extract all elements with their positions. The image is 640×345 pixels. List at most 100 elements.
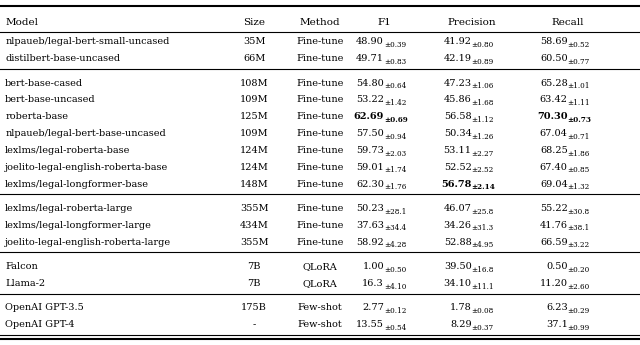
Text: Fine-tune: Fine-tune bbox=[296, 204, 344, 213]
Text: 34.10: 34.10 bbox=[444, 279, 472, 288]
Text: 7B: 7B bbox=[247, 262, 261, 271]
Text: Method: Method bbox=[300, 18, 340, 27]
Text: 108M: 108M bbox=[240, 79, 268, 88]
Text: OpenAI GPT-4: OpenAI GPT-4 bbox=[5, 320, 75, 329]
Text: bert-base-cased: bert-base-cased bbox=[5, 79, 83, 88]
Text: Recall: Recall bbox=[552, 18, 584, 27]
Text: 175B: 175B bbox=[241, 304, 267, 313]
Text: ±0.39: ±0.39 bbox=[384, 41, 406, 49]
Text: distilbert-base-uncased: distilbert-base-uncased bbox=[5, 54, 120, 63]
Text: 0.50: 0.50 bbox=[546, 262, 568, 271]
Text: ±11.1: ±11.1 bbox=[472, 283, 494, 290]
Text: 11.20: 11.20 bbox=[540, 279, 568, 288]
Text: Fine-tune: Fine-tune bbox=[296, 238, 344, 247]
Text: 37.63: 37.63 bbox=[356, 221, 384, 230]
Text: ±2.03: ±2.03 bbox=[384, 149, 406, 158]
Text: nlpaueb/legal-bert-small-uncased: nlpaueb/legal-bert-small-uncased bbox=[5, 37, 170, 46]
Text: ±2.27: ±2.27 bbox=[472, 149, 494, 158]
Text: ±0.85: ±0.85 bbox=[568, 166, 590, 174]
Text: ±0.99: ±0.99 bbox=[568, 324, 590, 332]
Text: 59.73: 59.73 bbox=[356, 146, 384, 155]
Text: Size: Size bbox=[243, 18, 265, 27]
Text: Falcon: Falcon bbox=[5, 262, 38, 271]
Text: ±16.8: ±16.8 bbox=[472, 266, 494, 274]
Text: 55.22: 55.22 bbox=[540, 204, 568, 213]
Text: 67.40: 67.40 bbox=[540, 163, 568, 172]
Text: 35M: 35M bbox=[243, 37, 266, 46]
Text: 56.78: 56.78 bbox=[442, 180, 472, 189]
Text: lexlms/legal-roberta-large: lexlms/legal-roberta-large bbox=[5, 204, 133, 213]
Text: 53.22: 53.22 bbox=[356, 96, 384, 105]
Text: 34.26: 34.26 bbox=[444, 221, 472, 230]
Text: ±2.52: ±2.52 bbox=[472, 166, 494, 174]
Text: 57.50: 57.50 bbox=[356, 129, 384, 138]
Text: ±0.64: ±0.64 bbox=[384, 82, 406, 90]
Text: 2.77: 2.77 bbox=[362, 304, 384, 313]
Text: 355M: 355M bbox=[240, 204, 268, 213]
Text: 50.34: 50.34 bbox=[444, 129, 472, 138]
Text: Fine-tune: Fine-tune bbox=[296, 79, 344, 88]
Text: 124M: 124M bbox=[239, 163, 269, 172]
Text: 39.50: 39.50 bbox=[444, 262, 472, 271]
Text: ±0.12: ±0.12 bbox=[384, 307, 406, 315]
Text: ±0.80: ±0.80 bbox=[472, 41, 494, 49]
Text: lexlms/legal-roberta-base: lexlms/legal-roberta-base bbox=[5, 146, 131, 155]
Text: 65.28: 65.28 bbox=[540, 79, 568, 88]
Text: Fine-tune: Fine-tune bbox=[296, 54, 344, 63]
Text: ±1.01: ±1.01 bbox=[568, 82, 590, 90]
Text: 8.29: 8.29 bbox=[450, 320, 472, 329]
Text: ±2.60: ±2.60 bbox=[568, 283, 590, 290]
Text: ±1.76: ±1.76 bbox=[384, 183, 406, 191]
Text: 52.88: 52.88 bbox=[444, 238, 472, 247]
Text: Fine-tune: Fine-tune bbox=[296, 129, 344, 138]
Text: 50.23: 50.23 bbox=[356, 204, 384, 213]
Text: ±0.29: ±0.29 bbox=[568, 307, 590, 315]
Text: 6.23: 6.23 bbox=[546, 304, 568, 313]
Text: 66M: 66M bbox=[243, 54, 265, 63]
Text: ±1.06: ±1.06 bbox=[472, 82, 494, 90]
Text: 109M: 109M bbox=[240, 129, 268, 138]
Text: Fine-tune: Fine-tune bbox=[296, 221, 344, 230]
Text: 68.25: 68.25 bbox=[540, 146, 568, 155]
Text: ±30.8: ±30.8 bbox=[568, 208, 590, 216]
Text: 48.90: 48.90 bbox=[356, 37, 384, 46]
Text: Model: Model bbox=[5, 18, 38, 27]
Text: ±0.69: ±0.69 bbox=[384, 116, 408, 124]
Text: ±0.54: ±0.54 bbox=[384, 324, 406, 332]
Text: ±4.10: ±4.10 bbox=[384, 283, 406, 290]
Text: ±0.08: ±0.08 bbox=[472, 307, 494, 315]
Text: ±25.8: ±25.8 bbox=[472, 208, 494, 216]
Text: 41.76: 41.76 bbox=[540, 221, 568, 230]
Text: Few-shot: Few-shot bbox=[298, 320, 342, 329]
Text: -: - bbox=[252, 320, 256, 329]
Text: 53.11: 53.11 bbox=[444, 146, 472, 155]
Text: Fine-tune: Fine-tune bbox=[296, 180, 344, 189]
Text: 37.1: 37.1 bbox=[546, 320, 568, 329]
Text: OpenAI GPT-3.5: OpenAI GPT-3.5 bbox=[5, 304, 84, 313]
Text: 60.50: 60.50 bbox=[540, 54, 568, 63]
Text: 124M: 124M bbox=[239, 146, 269, 155]
Text: lexlms/legal-longformer-large: lexlms/legal-longformer-large bbox=[5, 221, 152, 230]
Text: Fine-tune: Fine-tune bbox=[296, 96, 344, 105]
Text: 52.52: 52.52 bbox=[444, 163, 472, 172]
Text: 54.80: 54.80 bbox=[356, 79, 384, 88]
Text: ±28.1: ±28.1 bbox=[384, 208, 406, 216]
Text: ±31.3: ±31.3 bbox=[472, 225, 494, 233]
Text: 1.00: 1.00 bbox=[362, 262, 384, 271]
Text: 46.07: 46.07 bbox=[444, 204, 472, 213]
Text: 67.04: 67.04 bbox=[540, 129, 568, 138]
Text: 148M: 148M bbox=[240, 180, 268, 189]
Text: ±1.86: ±1.86 bbox=[568, 149, 590, 158]
Text: 66.59: 66.59 bbox=[540, 238, 568, 247]
Text: 125M: 125M bbox=[240, 112, 268, 121]
Text: roberta-base: roberta-base bbox=[5, 112, 68, 121]
Text: 62.30: 62.30 bbox=[356, 180, 384, 189]
Text: ±4.28: ±4.28 bbox=[384, 241, 406, 249]
Text: bert-base-uncased: bert-base-uncased bbox=[5, 96, 96, 105]
Text: ±0.71: ±0.71 bbox=[568, 133, 590, 141]
Text: 434M: 434M bbox=[239, 221, 269, 230]
Text: Fine-tune: Fine-tune bbox=[296, 37, 344, 46]
Text: ±1.26: ±1.26 bbox=[472, 133, 494, 141]
Text: ±0.37: ±0.37 bbox=[472, 324, 494, 332]
Text: Fine-tune: Fine-tune bbox=[296, 163, 344, 172]
